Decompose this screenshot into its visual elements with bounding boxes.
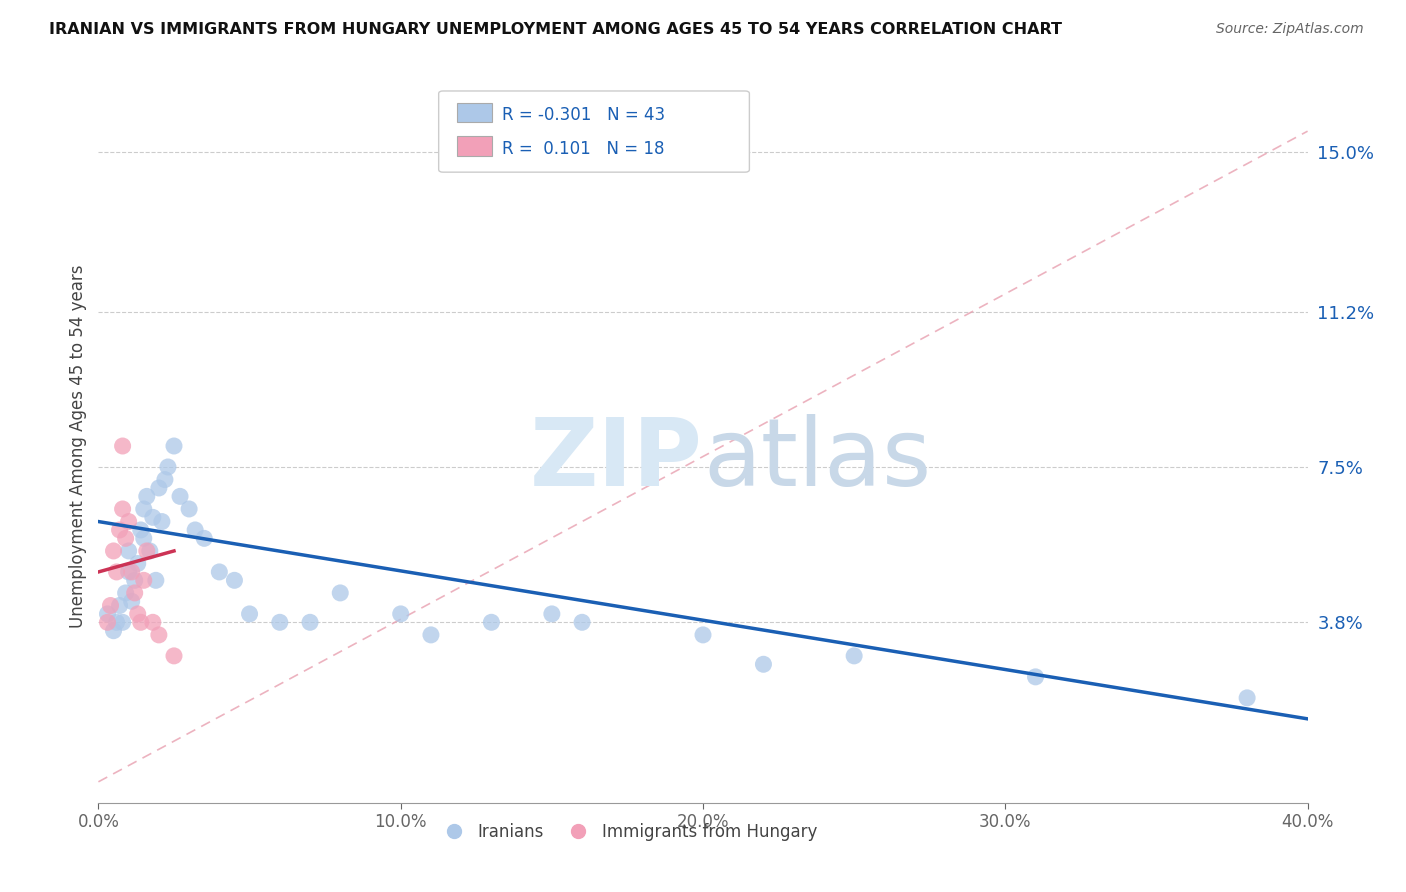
- Point: [329, 586, 352, 600]
- Point: [163, 439, 186, 453]
- Point: [135, 544, 157, 558]
- Point: [105, 565, 128, 579]
- Point: [142, 615, 165, 630]
- Point: [114, 532, 136, 546]
- Point: [179, 502, 201, 516]
- Point: [208, 565, 231, 579]
- Point: [420, 628, 443, 642]
- Point: [132, 532, 155, 546]
- Point: [139, 544, 162, 558]
- Point: [135, 489, 157, 503]
- Y-axis label: Unemployment Among Ages 45 to 54 years: Unemployment Among Ages 45 to 54 years: [69, 264, 87, 628]
- Point: [150, 515, 173, 529]
- Point: [129, 523, 152, 537]
- Point: [108, 599, 131, 613]
- Point: [124, 586, 146, 600]
- Point: [121, 594, 143, 608]
- Point: [118, 515, 141, 529]
- Point: [105, 615, 128, 630]
- Point: [132, 502, 155, 516]
- Point: [118, 565, 141, 579]
- Text: Source: ZipAtlas.com: Source: ZipAtlas.com: [1216, 22, 1364, 37]
- Point: [127, 557, 149, 571]
- Text: ZIP: ZIP: [530, 414, 703, 507]
- Point: [389, 607, 412, 621]
- Text: R = -0.301   N = 43: R = -0.301 N = 43: [502, 106, 665, 124]
- Point: [118, 544, 141, 558]
- Text: R =  0.101   N = 18: R = 0.101 N = 18: [502, 140, 665, 158]
- Point: [148, 628, 170, 642]
- Point: [103, 624, 125, 638]
- Point: [163, 648, 186, 663]
- Text: atlas: atlas: [703, 414, 931, 507]
- Point: [692, 628, 714, 642]
- Point: [142, 510, 165, 524]
- Point: [193, 532, 215, 546]
- Point: [844, 648, 866, 663]
- Point: [103, 544, 125, 558]
- Point: [540, 607, 562, 621]
- Point: [481, 615, 503, 630]
- Point: [1236, 690, 1258, 705]
- Point: [269, 615, 291, 630]
- Point: [124, 574, 146, 588]
- Point: [127, 607, 149, 621]
- Point: [1024, 670, 1046, 684]
- Point: [239, 607, 262, 621]
- Text: IRANIAN VS IMMIGRANTS FROM HUNGARY UNEMPLOYMENT AMONG AGES 45 TO 54 YEARS CORREL: IRANIAN VS IMMIGRANTS FROM HUNGARY UNEMP…: [49, 22, 1062, 37]
- Point: [100, 599, 122, 613]
- Point: [148, 481, 170, 495]
- Point: [224, 574, 246, 588]
- Point: [571, 615, 593, 630]
- Point: [299, 615, 322, 630]
- Point: [752, 657, 775, 672]
- Point: [114, 586, 136, 600]
- Point: [153, 473, 176, 487]
- Legend: Iranians, Immigrants from Hungary: Iranians, Immigrants from Hungary: [437, 816, 824, 848]
- Point: [184, 523, 207, 537]
- Point: [108, 523, 131, 537]
- Point: [111, 502, 134, 516]
- Point: [96, 607, 118, 621]
- Point: [169, 489, 191, 503]
- Point: [111, 615, 134, 630]
- Point: [145, 574, 167, 588]
- Point: [121, 565, 143, 579]
- Point: [156, 460, 179, 475]
- Point: [132, 574, 155, 588]
- Point: [96, 615, 118, 630]
- Point: [111, 439, 134, 453]
- Point: [129, 615, 152, 630]
